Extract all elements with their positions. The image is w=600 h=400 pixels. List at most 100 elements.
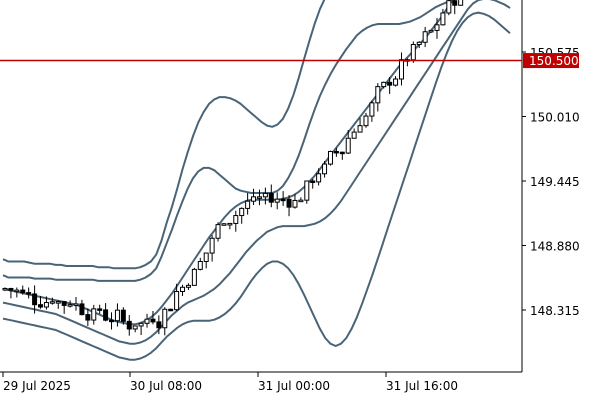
candle — [233, 210, 239, 232]
candle-body-bull — [49, 301, 55, 304]
band-lower3 — [2, 11, 511, 361]
candle — [298, 197, 304, 203]
candle-body-bull — [440, 12, 446, 26]
candle — [381, 81, 387, 89]
candle-body-bull — [209, 237, 215, 254]
candle-body-bear — [109, 319, 115, 323]
candle — [138, 322, 144, 336]
candle-body-bull — [304, 180, 310, 201]
candle — [410, 41, 416, 63]
candle — [339, 151, 345, 160]
candle — [185, 283, 191, 290]
candle — [428, 29, 434, 34]
candle — [180, 284, 186, 296]
candle — [197, 257, 203, 271]
candle — [239, 207, 245, 224]
candle — [2, 287, 8, 292]
candle — [43, 296, 49, 310]
candle — [209, 235, 215, 262]
band-upper3 — [2, 0, 326, 270]
candle-body-bull — [345, 137, 351, 154]
candle — [357, 117, 363, 133]
candle — [150, 311, 156, 325]
candle-body-bull — [91, 308, 97, 321]
candle — [310, 178, 316, 189]
candle-body-bull — [239, 207, 245, 217]
candle-body-bear — [339, 151, 345, 155]
current-price-badge: 150.500 — [523, 53, 579, 69]
candle-body-bull — [185, 284, 191, 288]
candle — [452, 0, 458, 15]
candle-body-bear — [156, 321, 162, 329]
candle — [8, 287, 14, 299]
candle-body-bull — [227, 222, 233, 226]
candle-body-bear — [268, 192, 274, 203]
current-price-label: 150.500 — [529, 54, 579, 68]
candle-body-bull — [221, 223, 227, 226]
candle-body-bull — [256, 196, 262, 199]
candle — [304, 180, 310, 204]
candle-body-bear — [333, 150, 339, 154]
candle — [38, 295, 44, 309]
candle — [458, 0, 464, 6]
candle — [316, 168, 322, 186]
candle-body-bull — [174, 290, 180, 311]
candle — [393, 76, 399, 87]
candle-body-bull — [114, 309, 120, 322]
candle-body-bull — [446, 0, 452, 14]
candle — [440, 8, 446, 26]
candle — [91, 304, 97, 325]
candle — [203, 252, 209, 269]
candle — [387, 76, 393, 94]
candle-body-bull — [327, 150, 333, 165]
candle — [191, 267, 197, 286]
candle-body-bull — [393, 78, 399, 86]
candle-body-bull — [316, 173, 322, 183]
candle — [215, 222, 221, 242]
candle — [245, 192, 251, 215]
candle — [398, 52, 404, 86]
candle-body-bear — [8, 287, 14, 291]
candle-body-bull — [251, 196, 257, 202]
candle-body-bear — [26, 292, 32, 295]
candle — [120, 307, 126, 325]
candle — [97, 304, 103, 314]
x-tick-label: 31 Jul 00:00 — [258, 379, 330, 393]
candle-body-bull — [351, 131, 357, 139]
candle-body-bull — [197, 261, 203, 270]
candle — [20, 285, 26, 295]
candle-body-bull — [422, 31, 428, 43]
candle — [363, 112, 369, 128]
candle — [327, 150, 333, 166]
candle — [280, 191, 286, 206]
candle — [79, 299, 85, 316]
candle — [227, 222, 233, 230]
candle — [369, 100, 375, 122]
candle — [268, 184, 274, 208]
candle-body-bear — [286, 198, 292, 208]
candle-body-bull — [233, 215, 239, 224]
candle-body-bull — [73, 303, 79, 306]
candle — [375, 83, 381, 112]
x-tick-label: 29 Jul 2025 — [3, 379, 71, 393]
candle-body-bear — [280, 198, 286, 202]
candle-body-bull — [398, 59, 404, 80]
candle — [351, 128, 357, 139]
candle — [168, 308, 174, 312]
candle-body-bull — [434, 24, 440, 31]
y-tick-label: 149.445 — [530, 175, 580, 189]
candle — [26, 287, 32, 299]
candle — [221, 223, 227, 226]
band-upper2 — [2, 0, 455, 282]
candle — [422, 26, 428, 48]
candle — [32, 285, 38, 314]
candle-body-bull — [298, 199, 304, 203]
candle-body-bear — [20, 289, 26, 294]
x-tick-label: 31 Jul 16:00 — [386, 379, 458, 393]
candle-body-bull — [191, 268, 197, 286]
band-lower2 — [2, 0, 511, 345]
candle-body-bear — [32, 293, 38, 306]
candle-body-bear — [168, 308, 174, 312]
candle-body-bull — [458, 0, 464, 6]
